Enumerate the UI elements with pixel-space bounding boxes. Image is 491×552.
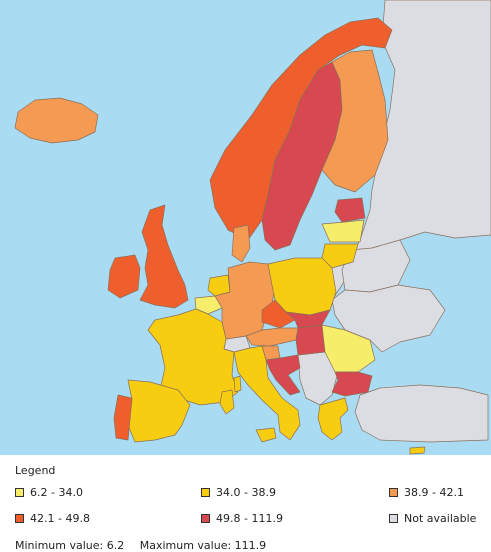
legend-item-6-2-34-0: 6.2 - 34.0: [15, 486, 83, 499]
legend-label: 38.9 - 42.1: [404, 486, 464, 499]
legend-item-42-1-49-8: 42.1 - 49.8: [15, 512, 90, 525]
legend-label: 34.0 - 38.9: [216, 486, 276, 499]
legend-item-49-8-111-9: 49.8 - 111.9: [201, 512, 283, 525]
legend-label: 6.2 - 34.0: [30, 486, 83, 499]
maximum-value: Maximum value: 111.9: [140, 539, 266, 552]
europe-choropleth-map: [0, 0, 491, 455]
legend-swatch: [15, 488, 24, 497]
region-cyprus: [410, 447, 425, 454]
region-latvia: [322, 220, 364, 242]
legend-item-not-available: Not available: [389, 512, 476, 525]
legend-swatch: [15, 514, 24, 523]
map-panel: [0, 0, 491, 455]
legend-item-38-9-42-1: 38.9 - 42.1: [389, 486, 464, 499]
value-range-summary: Minimum value: 6.2 Maximum value: 111.9: [15, 539, 266, 552]
island-corsica: [234, 376, 241, 392]
legend-swatch: [201, 488, 210, 497]
region-bulgaria: [332, 372, 372, 396]
legend-swatch: [389, 488, 398, 497]
legend-label: Not available: [404, 512, 476, 525]
minimum-value: Minimum value: 6.2: [15, 539, 124, 552]
legend: Legend 6.2 - 34.0 34.0 - 38.9 38.9 - 42.…: [0, 455, 491, 550]
legend-swatch: [201, 514, 210, 523]
legend-item-34-0-38-9: 34.0 - 38.9: [201, 486, 276, 499]
region-turkey: [355, 385, 488, 442]
legend-label: 49.8 - 111.9: [216, 512, 283, 525]
legend-title: Legend: [15, 464, 55, 477]
region-estonia: [335, 198, 365, 222]
legend-label: 42.1 - 49.8: [30, 512, 90, 525]
legend-swatch: [389, 514, 398, 523]
